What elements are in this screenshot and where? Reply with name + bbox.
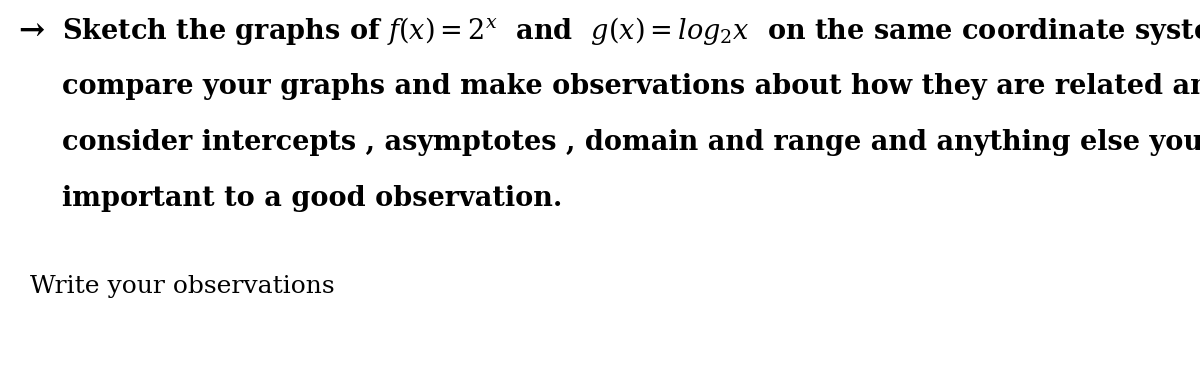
Text: →: → <box>18 16 44 46</box>
Text: important to a good observation.: important to a good observation. <box>62 186 563 213</box>
Text: Write your observations: Write your observations <box>30 275 335 298</box>
Text: Sketch the graphs of $\mathit{f}(\mathit{x}) = 2^{\mathit{x}}$  and  $\mathit{g}: Sketch the graphs of $\mathit{f}(\mathit… <box>62 15 1200 47</box>
Text: compare your graphs and make observations about how they are related and: compare your graphs and make observation… <box>62 73 1200 101</box>
Text: consider intercepts , asymptotes , domain and range and anything else you think : consider intercepts , asymptotes , domai… <box>62 129 1200 157</box>
